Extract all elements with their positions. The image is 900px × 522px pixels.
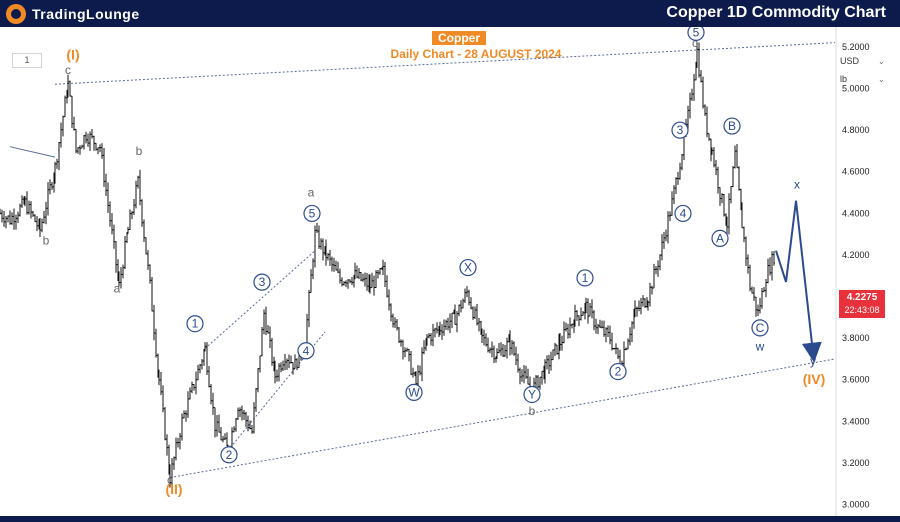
channel-line [204, 250, 316, 349]
y-tick-label: 3.0000 [842, 500, 870, 510]
wave-label-circle [674, 204, 692, 223]
wave-label: 2 [226, 448, 233, 462]
y-tick-label: 5.2000 [842, 42, 870, 52]
wave-label-circle [220, 446, 238, 464]
wave-label: a [308, 186, 315, 200]
wave-label: b [136, 144, 143, 158]
wave-label-circle [253, 273, 271, 291]
wave-label-circle [459, 258, 477, 277]
wave-label: c [692, 36, 698, 50]
channel-line [9, 146, 56, 158]
wave-label: 5 [309, 206, 316, 220]
wave-label-circle [751, 319, 769, 337]
wave-label: (I) [66, 46, 79, 62]
wave-label: y [810, 354, 816, 368]
wave-label-circle [297, 342, 315, 360]
wave-label-circle [723, 117, 741, 135]
projection-path [775, 200, 822, 363]
current-price-time: 22:43:08 [844, 305, 880, 315]
currency-selector[interactable]: USD [840, 56, 860, 66]
wave-label: 5 [693, 27, 700, 39]
y-tick-label: 4.8000 [842, 125, 870, 135]
y-tick-label: 4.2000 [842, 250, 870, 260]
price-chart[interactable]: 3.00003.20003.40003.60003.80004.00004.20… [0, 27, 900, 516]
wave-label-circle [687, 27, 705, 42]
wave-label-circle [576, 269, 594, 287]
wave-label: w [755, 340, 765, 354]
brand-logo: TradingLounge [6, 3, 140, 24]
wave-label: 3 [677, 123, 684, 137]
footer-bar [0, 516, 900, 522]
y-tick-label: 3.4000 [842, 416, 870, 426]
wave-label: X [464, 261, 472, 275]
wave-label-circle [523, 385, 541, 404]
wave-label: a [114, 281, 121, 295]
channel-line [227, 331, 326, 451]
wave-label-circle [405, 383, 423, 401]
y-tick-label: 3.8000 [842, 333, 870, 343]
wave-label: 4 [680, 206, 687, 220]
wave-label-circle [303, 204, 321, 223]
channel-line [169, 358, 836, 479]
wave-label-circle [609, 362, 627, 381]
y-tick-label: 3.6000 [842, 375, 870, 385]
wave-label: B [728, 119, 736, 133]
y-tick-label: 4.6000 [842, 167, 870, 177]
wave-label: A [716, 231, 724, 245]
wave-label: C [756, 321, 765, 335]
chevron-down-icon[interactable]: ⌄ [878, 75, 885, 84]
wave-label: c [65, 63, 71, 77]
unit-selector[interactable]: lb [840, 74, 848, 84]
symbol-button[interactable]: 1 [12, 53, 42, 68]
y-tick-label: 4.4000 [842, 208, 870, 218]
wave-label-circle [711, 229, 729, 248]
y-tick-label: 3.2000 [842, 458, 870, 468]
chart-title: Copper [438, 31, 480, 45]
chart-subtitle: Daily Chart - 28 AUGUST 2024 [391, 47, 562, 61]
chart-area[interactable]: 3.00003.20003.40003.60003.80004.00004.20… [0, 27, 900, 516]
wave-label: 1 [192, 317, 199, 331]
wave-label: 1 [582, 271, 589, 285]
chart-title-badge [432, 31, 486, 45]
brand-name: TradingLounge [32, 5, 140, 22]
wave-label: 3 [259, 275, 266, 289]
wave-label: 4 [303, 344, 310, 358]
wave-label: 2 [615, 365, 622, 379]
header-bar: TradingLounge Copper 1D Commodity Chart [0, 0, 900, 27]
chevron-down-icon[interactable]: ⌄ [878, 57, 885, 66]
wave-label: (IV) [803, 371, 826, 387]
y-tick-label: 5.0000 [842, 83, 870, 93]
logo-icon [6, 3, 26, 24]
wave-label: Y [528, 387, 536, 401]
page-title: Copper 1D Commodity Chart [666, 4, 886, 21]
wave-label: x [794, 177, 800, 191]
wave-label: b [43, 233, 50, 247]
wave-label: c [167, 473, 173, 487]
wave-label: (II) [165, 481, 182, 497]
current-price-badge: 4.2275 22:43:08 [839, 290, 885, 318]
wave-label: W [408, 385, 420, 399]
wave-label: b [529, 404, 536, 418]
wave-label-circle [671, 121, 689, 139]
current-price-value: 4.2275 [846, 292, 878, 303]
wave-label-circle [186, 315, 204, 333]
